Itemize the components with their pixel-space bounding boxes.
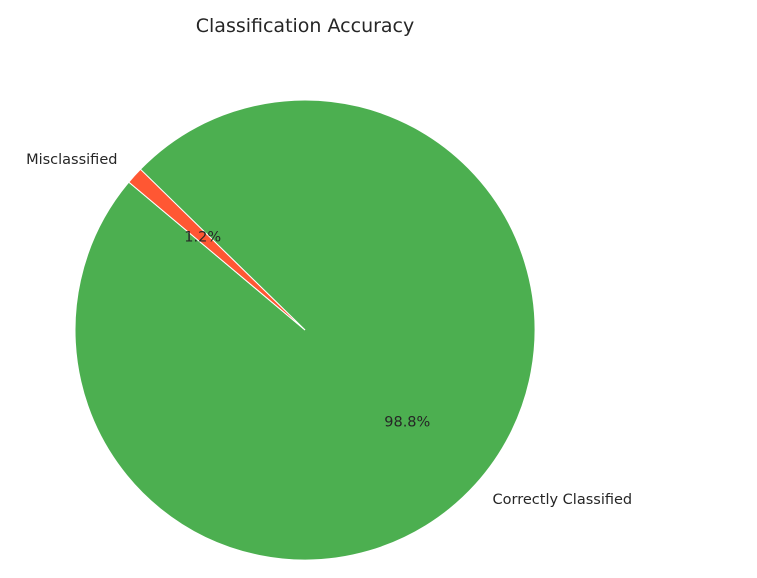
slice-label-misclassified: Misclassified (26, 152, 117, 168)
pie-slice-misclassified (128, 168, 306, 331)
slice-label-correctly-classified: Correctly Classified (493, 492, 633, 508)
chart-title: Classification Accuracy (196, 15, 415, 37)
pct-label-correctly-classified: 98.8% (384, 415, 430, 431)
pie-slice-correctly-classified (74, 99, 536, 561)
pct-label-misclassified: 1.2% (184, 229, 221, 245)
pie-labels: Correctly Classified 98.8% Misclassified 1.… (26, 152, 632, 508)
pie-slices (74, 99, 536, 561)
